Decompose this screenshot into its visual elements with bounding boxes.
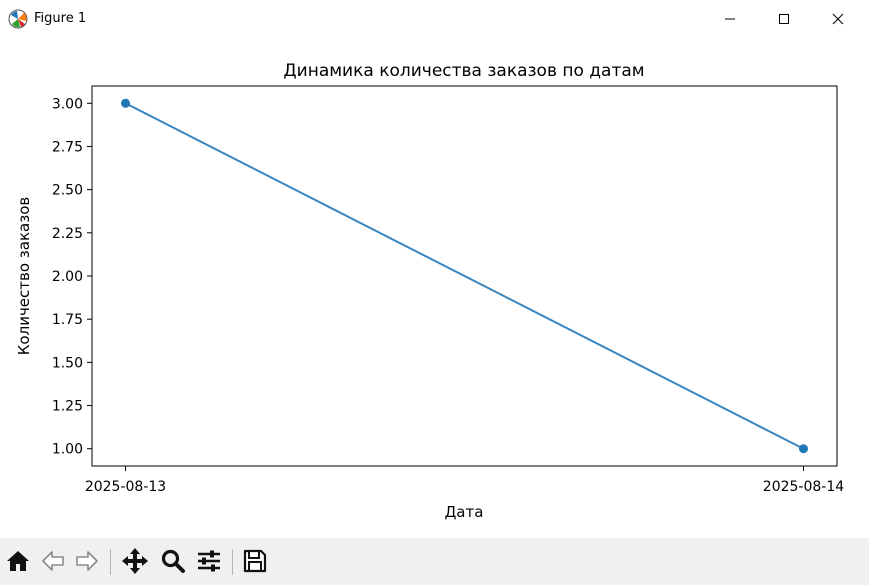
maximize-button[interactable] [761, 0, 807, 38]
series-line [125, 102, 804, 450]
home-icon [7, 551, 29, 571]
save-icon [243, 549, 267, 573]
y-tick-label: 2.00 [52, 269, 83, 285]
x-tick-label: 2025-08-14 [763, 479, 844, 495]
matplotlib-icon [8, 9, 28, 29]
line-chart: Динамика количества заказов по датам 1.0… [15, 61, 844, 521]
data-point [121, 98, 131, 108]
x-axis: 2025-08-13 2025-08-14 [85, 466, 844, 495]
configure-subplots-button[interactable] [194, 546, 224, 576]
forward-button[interactable] [72, 546, 102, 576]
y-tick-label: 1.00 [52, 442, 83, 458]
series-orders [121, 98, 808, 454]
forward-arrow-icon [76, 551, 98, 571]
y-axis-label: Количество заказов [15, 197, 33, 355]
chart-title: Динамика количества заказов по датам [283, 61, 644, 81]
zoom-button[interactable] [158, 546, 188, 576]
toolbar-separator [110, 549, 111, 575]
configure-subplots-icon [198, 550, 220, 572]
home-button[interactable] [3, 546, 33, 576]
y-tick-label: 1.50 [52, 355, 83, 371]
window-title: Figure 1 [34, 11, 87, 26]
y-tick-label: 2.50 [52, 183, 83, 199]
y-axis: 1.00 1.25 1.50 1.75 2.00 2.25 2.50 2.75 3.00 [52, 96, 92, 458]
pan-icon [122, 548, 148, 574]
pan-button[interactable] [120, 546, 150, 576]
y-tick-label: 2.25 [52, 226, 83, 242]
data-point [798, 444, 808, 454]
minimize-icon [725, 18, 735, 20]
y-tick-label: 2.75 [52, 139, 83, 155]
y-tick-label: 1.25 [52, 399, 83, 415]
title-bar[interactable]: Figure 1 [0, 0, 869, 38]
toolbar-separator [232, 549, 233, 575]
back-button[interactable] [38, 546, 68, 576]
navigation-toolbar [0, 538, 869, 585]
save-button[interactable] [240, 546, 270, 576]
close-button[interactable] [815, 0, 861, 38]
minimize-button[interactable] [707, 0, 753, 38]
y-tick-label: 1.75 [52, 312, 83, 328]
back-arrow-icon [42, 551, 64, 571]
zoom-icon [161, 549, 185, 573]
maximize-icon [779, 14, 789, 24]
x-axis-label: Дата [445, 503, 484, 521]
figure-canvas[interactable]: Динамика количества заказов по датам 1.0… [0, 38, 869, 538]
x-tick-label: 2025-08-13 [85, 479, 166, 495]
y-tick-label: 3.00 [52, 96, 83, 112]
close-icon [832, 13, 844, 25]
